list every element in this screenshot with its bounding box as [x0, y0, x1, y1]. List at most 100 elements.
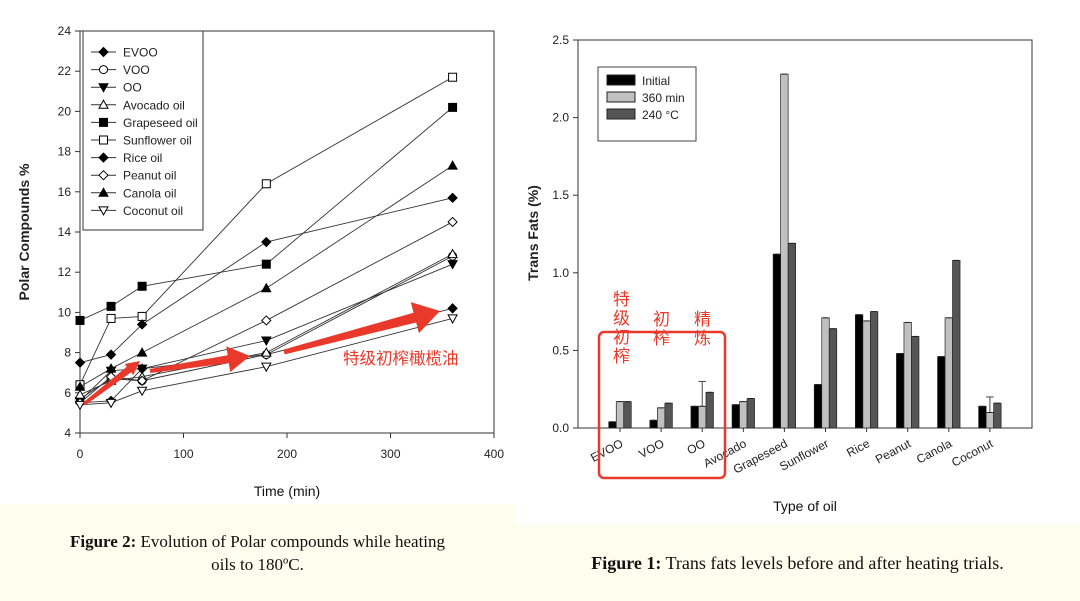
bar	[813, 384, 823, 429]
series-coconut-oil	[74, 314, 458, 411]
y-tick-label: 18	[58, 145, 72, 159]
data-point	[136, 347, 148, 357]
y-tick-label: 2.0	[552, 111, 569, 125]
data-point	[74, 381, 86, 391]
legend-label: VOO	[123, 63, 150, 77]
x-tick-label: 100	[173, 447, 193, 461]
data-point	[137, 281, 147, 291]
annotation-evoo-cn: 特级初榨	[613, 290, 630, 367]
legend-label: 360 min	[642, 91, 685, 105]
data-point	[260, 336, 272, 347]
bar	[787, 242, 797, 429]
y-tick-label: 22	[58, 64, 72, 78]
x-tick-label: Peanut	[873, 436, 914, 467]
bar	[746, 398, 755, 429]
bar	[937, 356, 946, 429]
bar	[656, 407, 666, 429]
bar	[690, 405, 699, 429]
bar	[623, 401, 632, 429]
y-tick-label: 0.5	[552, 343, 569, 357]
data-point	[447, 216, 458, 228]
y-tick-label: 2.5	[552, 33, 569, 47]
series-canola-oil	[74, 160, 458, 391]
data-point	[105, 363, 117, 373]
legend-swatch	[606, 91, 636, 103]
data-point	[136, 386, 148, 397]
bar-group-avocado	[731, 398, 755, 429]
figure-1-caption: Figure 1: Trans fats levels before and a…	[515, 525, 1080, 601]
x-tick-label: VOO	[636, 436, 666, 461]
y-tick-label: 14	[58, 225, 72, 239]
y-tick-label: 12	[58, 265, 72, 279]
y-tick-label: 20	[58, 104, 72, 118]
data-point	[447, 192, 458, 204]
y-tick-label: 0.0	[552, 421, 569, 435]
annotation-voo-cn: 初榨	[653, 310, 670, 349]
y-tick-label: 1.5	[552, 188, 569, 202]
bar-group-peanut	[896, 321, 920, 429]
data-point	[447, 303, 458, 314]
highlight-box	[597, 330, 727, 480]
annotation-evoo-label: 特级初榨橄榄油	[343, 349, 459, 368]
data-point	[261, 315, 272, 326]
legend-label: Grapeseed oil	[123, 116, 198, 130]
legend-label: Peanut oil	[123, 169, 176, 183]
legend: EVOO VOO OO Avocado oil Grapeseed oil Sunflow…	[82, 30, 204, 231]
bar	[828, 328, 838, 429]
bar	[911, 336, 920, 429]
data-point	[105, 349, 117, 360]
x-tick-label: 300	[380, 447, 400, 461]
bar-group-grapeseed	[772, 73, 797, 429]
bar	[952, 260, 961, 429]
bar-group-evoo	[608, 401, 632, 429]
bar	[739, 401, 748, 429]
x-axis-label: Time (min)	[254, 483, 320, 499]
legend-box	[82, 30, 204, 231]
legend-label: Rice oil	[123, 151, 162, 165]
data-point	[447, 314, 458, 324]
red-arrow	[149, 346, 250, 373]
y-tick-label: 1.0	[552, 266, 569, 280]
bar-group-canola	[937, 259, 961, 429]
data-point	[261, 259, 271, 269]
y-axis-label: Polar Compounds %	[16, 163, 32, 300]
y-tick-label: 4	[64, 426, 71, 440]
bar	[649, 419, 658, 429]
series-grapeseed-oil	[75, 102, 458, 325]
legend-marker	[98, 206, 109, 216]
data-point	[447, 248, 458, 259]
legend-label: Avocado oil	[123, 98, 185, 112]
data-point	[136, 375, 148, 386]
legend-swatch	[606, 108, 636, 120]
bar	[896, 353, 905, 429]
bar	[978, 405, 987, 429]
data-point	[74, 400, 86, 411]
legend-label: EVOO	[123, 46, 158, 60]
x-tick-label: OO	[685, 436, 708, 457]
bar	[869, 311, 879, 429]
polar-compounds-chart: 0 100 200 300 400 4 6 8 10 12 14 16 18 20 22 24 Time (mi…	[16, 24, 504, 499]
plot-frame	[577, 39, 1033, 429]
legend-marker	[98, 83, 109, 93]
series-rice-oil	[74, 192, 458, 368]
legend-label: OO	[123, 81, 142, 95]
legend-marker	[98, 187, 109, 197]
data-point	[448, 102, 458, 112]
red-arrow	[82, 361, 140, 406]
bar-group-coconut	[978, 396, 1002, 429]
figure-2-caption: Figure 2: Evolution of Polar compounds w…	[0, 504, 515, 601]
y-tick-label: 8	[64, 346, 71, 360]
bar	[615, 401, 625, 429]
y-tick-label: 6	[64, 386, 71, 400]
data-point	[105, 398, 117, 409]
data-point	[448, 72, 458, 82]
legend-label: Initial	[642, 74, 670, 88]
data-point	[447, 160, 458, 170]
bar-group-oo	[690, 380, 714, 429]
legend-label: Coconut oil	[123, 204, 183, 218]
bar	[903, 322, 912, 429]
data-point	[136, 364, 148, 375]
data-point	[447, 260, 458, 270]
bar	[705, 391, 714, 429]
bar	[854, 314, 864, 429]
